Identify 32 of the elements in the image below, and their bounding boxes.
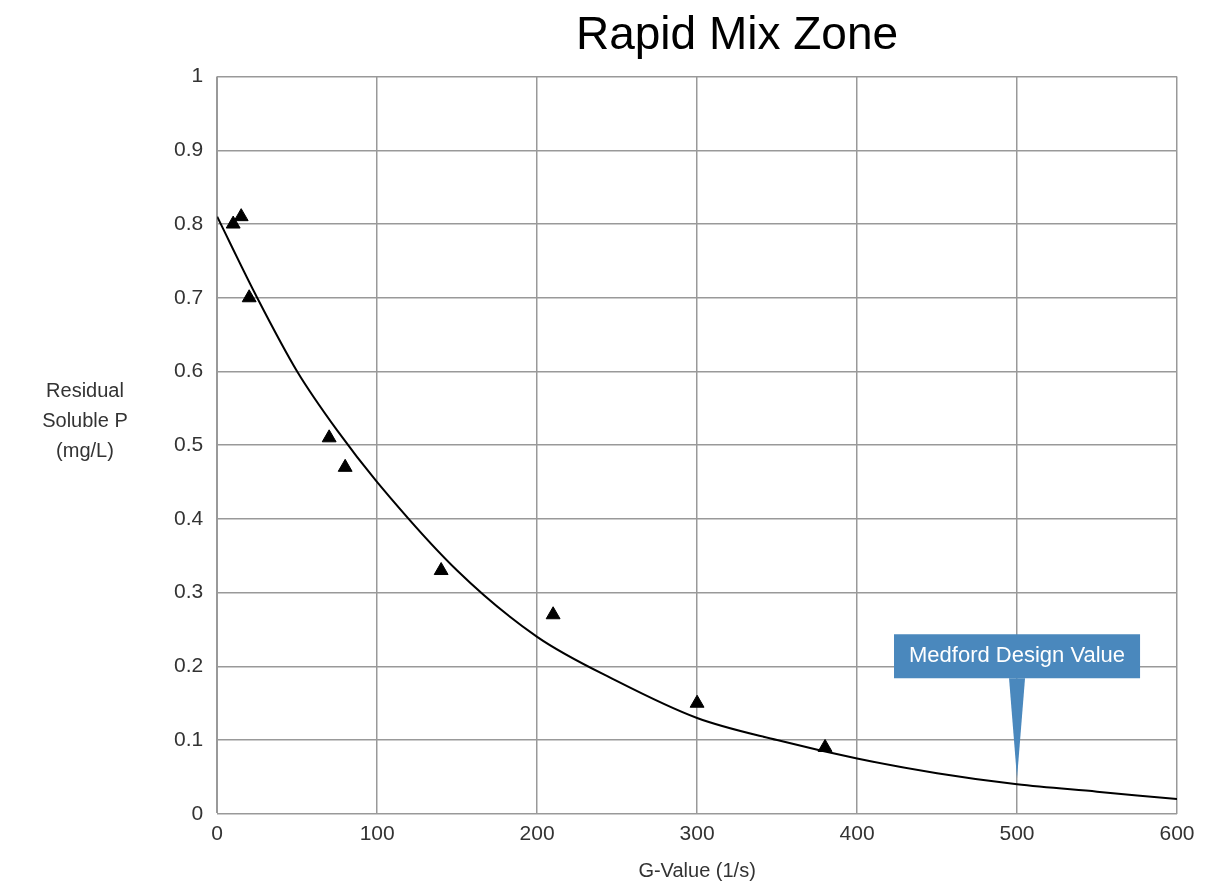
point — [233, 208, 249, 222]
y-tick-label: 0.3 — [173, 579, 204, 603]
x-tick-label: 200 — [519, 821, 555, 845]
y-tick-label: 0.2 — [173, 653, 204, 677]
point — [225, 215, 241, 229]
y-tick-label: 0.5 — [173, 432, 204, 455]
x-tick-label: 100 — [359, 821, 395, 845]
y-tick-label: 0.8 — [173, 210, 204, 234]
x-tick-label: 500 — [999, 821, 1035, 845]
point — [241, 289, 257, 303]
point — [321, 429, 337, 443]
y-axis-title: Residual Soluble P (mg/L) — [41, 378, 129, 463]
y-tick-label: 0.9 — [173, 137, 204, 161]
chart-title: Rapid Mix Zone — [574, 6, 900, 60]
point — [545, 606, 561, 620]
y-tick-label: 0 — [191, 800, 204, 824]
y-tick-label: 0.6 — [173, 358, 204, 382]
x-axis-title: G-Value (1/s) — [638, 858, 756, 881]
line-series — [217, 215, 1177, 801]
x-tick-label: 300 — [679, 821, 715, 845]
y-tick-label: 0.4 — [173, 505, 204, 529]
point — [817, 738, 833, 752]
y-tick-label: 0.1 — [173, 726, 204, 750]
y-tick-label: 0.7 — [173, 284, 204, 308]
point — [337, 458, 353, 472]
x-tick-label: 0 — [211, 821, 224, 845]
x-tick-label: 400 — [839, 821, 875, 845]
x-tick-label: 600 — [1159, 821, 1195, 845]
annotation: Medford Design Value — [909, 642, 1126, 668]
point — [689, 694, 705, 708]
point — [433, 562, 449, 576]
y-tick-label: 1 — [191, 63, 204, 87]
